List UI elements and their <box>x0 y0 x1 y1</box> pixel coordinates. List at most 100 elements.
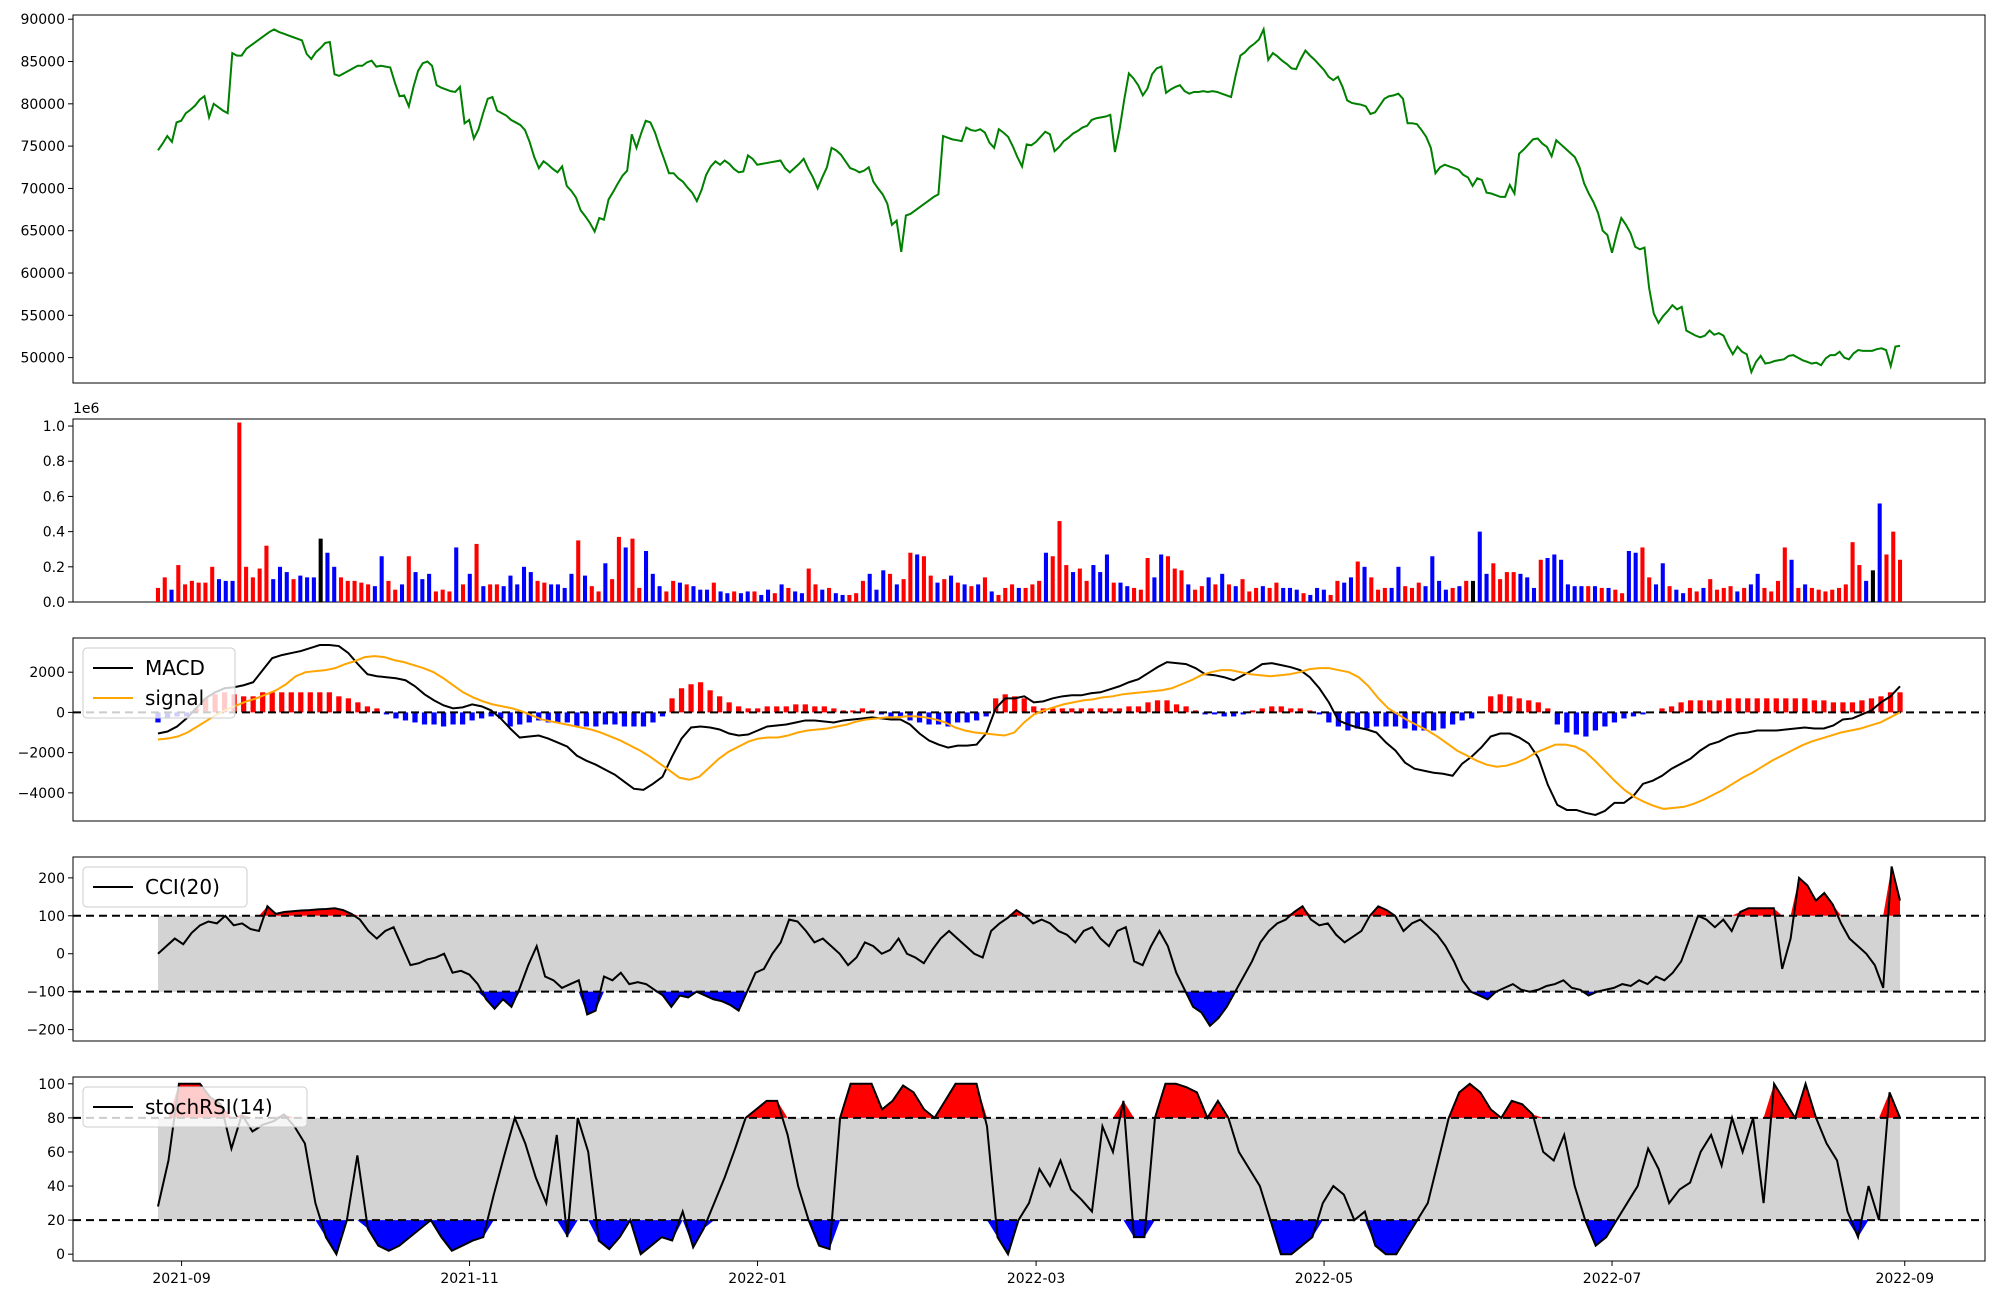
volume-bar <box>1132 587 1137 602</box>
macd-histogram-bar <box>1173 704 1180 713</box>
volume-bar <box>277 566 283 602</box>
volume-bar <box>949 575 954 602</box>
volume-bar <box>1409 587 1415 602</box>
volume-bar <box>854 593 859 602</box>
macd-histogram-bar <box>1345 712 1351 731</box>
volume-bar <box>244 566 249 602</box>
macd-histogram-bar <box>583 712 589 727</box>
macd-histogram-bar <box>945 712 951 727</box>
volume-bar <box>1355 561 1360 602</box>
volume-bar <box>210 566 215 602</box>
stochrsi-frame <box>72 1076 1986 1262</box>
macd-histogram-bar <box>964 712 970 723</box>
volume-bar <box>1064 565 1069 602</box>
volume-bar <box>643 550 649 602</box>
macd-histogram-bar <box>1602 712 1608 727</box>
price-panel: 50000 55000 60000 65000 70000 75000 80000 85000… <box>20 12 1986 384</box>
volume-bar <box>1674 589 1679 602</box>
volume-ytick-label: 1.0 <box>43 419 65 435</box>
macd-histogram-bar <box>1897 692 1903 713</box>
macd-histogram-bar <box>831 708 837 713</box>
macd-histogram-bar <box>593 712 599 727</box>
macd-histogram-bar <box>269 692 275 713</box>
macd-histogram-bar <box>279 692 285 713</box>
volume-bar <box>176 565 181 602</box>
volume-bar <box>393 589 398 602</box>
macd-histogram-bar <box>1859 700 1865 713</box>
volume-bar <box>1498 579 1503 603</box>
volume-bar <box>1111 582 1116 602</box>
volume-bar <box>1681 593 1686 602</box>
macd-histogram-bar <box>1526 700 1532 713</box>
volume-bar <box>1274 582 1279 602</box>
volume-bar <box>162 577 167 602</box>
macd-histogram-bar <box>298 692 304 713</box>
macd-histogram-bar <box>1488 696 1494 713</box>
macd-histogram-bar <box>412 712 418 723</box>
volume-bar <box>786 587 791 602</box>
volume-ytick-label: 0.2 <box>43 560 65 576</box>
cci-oversold-fill <box>157 991 1901 1026</box>
macd-histogram-bar <box>1707 700 1713 713</box>
volume-bar <box>711 582 716 602</box>
macd-histogram-bar <box>1240 712 1246 715</box>
macd-histogram-bar <box>1659 708 1665 713</box>
volume-bar <box>1348 577 1354 602</box>
macd-histogram-bar <box>821 706 827 713</box>
volume-bar <box>1701 587 1706 602</box>
macd-histogram-bar <box>1868 698 1875 713</box>
volume-bar <box>508 575 513 602</box>
volume-bar <box>183 584 188 602</box>
volume-bar <box>1491 563 1496 602</box>
macd-histogram-bar <box>1421 712 1427 731</box>
macd-histogram-bar <box>1430 712 1437 731</box>
volume-bar <box>1484 573 1489 602</box>
volume-bar <box>603 563 608 602</box>
volume-bar <box>1247 591 1252 602</box>
volume-bar <box>1843 584 1848 602</box>
volume-bar <box>325 552 330 602</box>
volume-bar <box>766 589 771 602</box>
macd-histogram-bar <box>1116 708 1123 713</box>
price-ytick-label: 75000 <box>20 139 65 155</box>
volume-bar <box>962 584 967 602</box>
volume-bar <box>1233 586 1238 602</box>
volume-bar <box>1206 577 1211 602</box>
stochrsi-ytick-label: 60 <box>47 1145 65 1161</box>
volume-bar <box>630 538 635 602</box>
volume-bar <box>399 584 405 602</box>
volume-bar <box>1328 594 1333 602</box>
volume-bar <box>284 572 289 602</box>
volume-bar <box>338 577 344 602</box>
macd-histogram-bar <box>517 712 523 725</box>
volume-bar <box>1552 554 1557 602</box>
volume-bar <box>1775 580 1781 602</box>
volume-ytick-label: 0.4 <box>43 525 65 541</box>
macd-histogram-bar <box>1383 712 1389 727</box>
volume-bar <box>196 582 201 602</box>
macd-histogram-bar <box>1449 712 1456 725</box>
volume-bar <box>745 591 750 602</box>
macd-histogram-bar <box>840 710 846 713</box>
macd-histogram-bar <box>1050 708 1056 713</box>
macd-histogram-bar <box>574 712 580 727</box>
volume-bar <box>1796 587 1801 602</box>
volume-bar <box>386 580 391 602</box>
volume-bar <box>1416 582 1421 602</box>
volume-bar <box>1125 586 1130 602</box>
volume-bar <box>1572 586 1577 602</box>
volume-bar <box>1220 573 1225 602</box>
volume-bar <box>569 573 574 602</box>
macd-histogram-bar <box>1887 692 1894 713</box>
macd-histogram-bar <box>1687 700 1694 713</box>
volume-bar <box>521 566 527 602</box>
macd-histogram-bar <box>307 692 313 713</box>
macd-histogram-bar <box>631 712 637 727</box>
macd-histogram-bar <box>1278 706 1284 713</box>
volume-bar <box>420 579 425 603</box>
x-tick-label: 2022-01 <box>728 1271 787 1287</box>
volume-bar <box>305 577 310 602</box>
cci-ytick-label: 100 <box>38 909 65 925</box>
volume-bar <box>759 594 764 602</box>
